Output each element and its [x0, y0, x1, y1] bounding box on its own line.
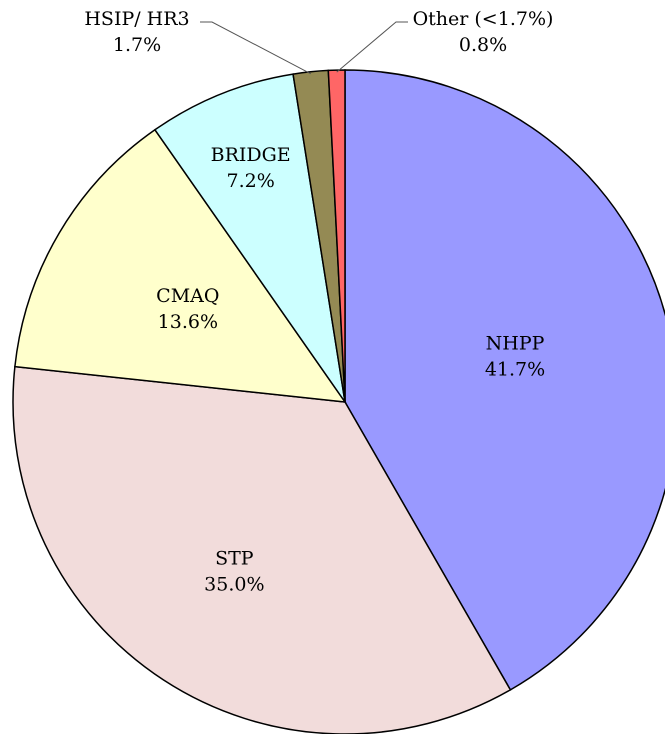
slice-value-label: 1.7%	[113, 34, 161, 56]
pie-slice	[12, 365, 512, 734]
slice-label: STP	[215, 548, 254, 570]
slice-value-label: 35.0%	[204, 574, 264, 596]
slice-label: NHPP	[486, 333, 545, 355]
leader-line	[200, 21, 312, 75]
leader-line	[336, 21, 408, 73]
slice-label: Other (<1.7%)	[413, 8, 554, 30]
slice-value-label: 7.2%	[227, 170, 275, 192]
slice-value-label: 13.6%	[158, 311, 218, 333]
slice-label: HSIP/ HR3	[84, 8, 189, 30]
pie-slice	[327, 69, 346, 403]
slice-value-label: 0.8%	[459, 34, 507, 56]
slice-label: BRIDGE	[211, 144, 291, 166]
pie-slice	[153, 73, 346, 403]
pie-slice	[344, 69, 665, 691]
slice-label: CMAQ	[156, 285, 219, 307]
pie-slice	[14, 128, 347, 403]
slice-value-label: 41.7%	[485, 359, 545, 381]
